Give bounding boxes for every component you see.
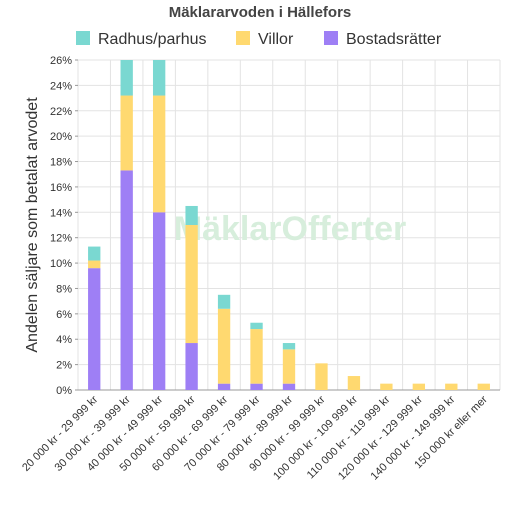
- bar-segment: [185, 205, 198, 225]
- bar-segment: [185, 343, 198, 390]
- watermark: MäklarOfferter: [174, 210, 406, 248]
- y-tick-label: 10%: [50, 258, 72, 270]
- y-tick-label: 8%: [56, 283, 72, 295]
- y-tick-label: 16%: [50, 182, 72, 194]
- bar-segment: [250, 322, 263, 330]
- bar-segment: [445, 383, 458, 390]
- y-tick-label: 6%: [56, 309, 72, 321]
- bar-segment: [120, 95, 133, 171]
- legend-label: Bostadsrätter: [346, 31, 442, 48]
- bar-segment: [88, 246, 101, 261]
- legend: Radhus/parhus Villor Bostadsrätter: [76, 31, 442, 48]
- y-axis-ticks: 0% 2% 4% 6% 8% 10% 12% 14% 16% 18% 20% 22% 24% 26%: [50, 55, 78, 397]
- bar-segment: [120, 170, 133, 390]
- chart-title: Mäklararvoden i Hällefors: [169, 4, 352, 21]
- y-tick-label: 18%: [50, 157, 72, 169]
- bar-segment: [282, 343, 296, 350]
- bar-segment: [217, 294, 231, 309]
- bar-segment: [347, 376, 361, 390]
- legend-swatch: [324, 31, 338, 45]
- y-tick-label: 20%: [50, 131, 72, 143]
- legend-item[interactable]: Villor: [236, 31, 294, 48]
- bar-segment: [250, 329, 263, 384]
- y-tick-label: 4%: [56, 334, 72, 346]
- bar-segment: [217, 308, 231, 384]
- bar-segment: [412, 383, 426, 390]
- grid: [77, 59, 501, 391]
- bar-segment: [88, 268, 101, 390]
- legend-swatch: [76, 31, 90, 45]
- bar-segment: [282, 383, 296, 390]
- y-tick-label: 14%: [50, 207, 72, 219]
- legend-label: Radhus/parhus: [98, 31, 207, 48]
- bar-segment: [217, 383, 231, 390]
- bar-segment: [152, 60, 166, 96]
- legend-item[interactable]: Bostadsrätter: [324, 31, 442, 48]
- bar-segment: [282, 349, 296, 384]
- y-tick-label: 12%: [50, 233, 72, 245]
- bar-segment: [185, 225, 198, 344]
- legend-swatch: [236, 31, 250, 45]
- y-tick-label: 22%: [50, 106, 72, 118]
- bar-segment: [250, 383, 263, 390]
- y-axis-label: Andelen säljare som betalat arvodet: [24, 97, 41, 353]
- y-tick-label: 24%: [50, 80, 72, 92]
- bar-segment: [88, 260, 101, 269]
- bar-segment: [315, 363, 328, 390]
- bar-segment: [120, 60, 133, 96]
- bar-segment: [152, 212, 166, 390]
- bar-segment: [477, 383, 490, 390]
- y-tick-label: 0%: [56, 385, 72, 397]
- y-tick-label: 26%: [50, 55, 72, 67]
- legend-item[interactable]: Radhus/parhus: [76, 31, 207, 48]
- bars: [88, 60, 490, 390]
- legend-label: Villor: [258, 31, 294, 48]
- y-tick-label: 2%: [56, 360, 72, 372]
- bar-segment: [152, 95, 166, 213]
- bar-segment: [380, 383, 393, 390]
